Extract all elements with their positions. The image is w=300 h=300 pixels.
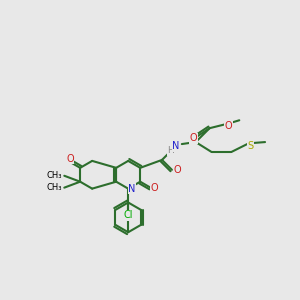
Text: S: S: [247, 141, 253, 151]
Text: O: O: [151, 183, 158, 193]
Text: Cl: Cl: [124, 210, 133, 220]
Text: O: O: [173, 165, 181, 175]
Text: H: H: [168, 146, 174, 155]
Text: N: N: [128, 184, 136, 194]
Text: O: O: [225, 121, 232, 131]
Text: N: N: [172, 141, 180, 151]
Text: CH₃: CH₃: [46, 183, 62, 192]
Text: O: O: [66, 154, 74, 164]
Text: O: O: [190, 133, 197, 143]
Text: CH₃: CH₃: [46, 171, 62, 180]
